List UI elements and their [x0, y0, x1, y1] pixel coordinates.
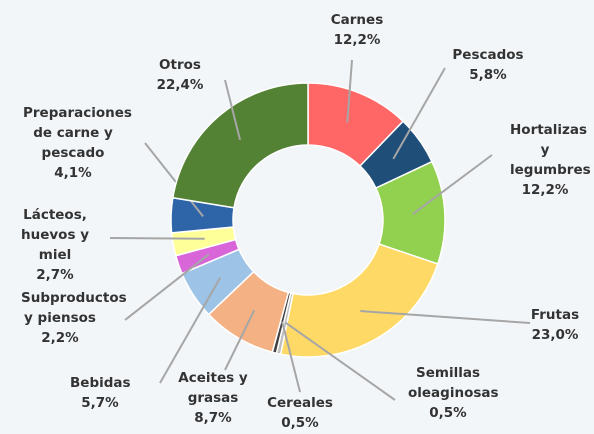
value-label: 2,7%: [36, 267, 74, 283]
value-label: 2,2%: [41, 330, 79, 346]
value-label: 0,5%: [281, 415, 319, 431]
category: Bebidas: [70, 375, 131, 391]
slice-label: Carnes 12,2%: [322, 10, 392, 50]
donut-slice: [171, 82, 309, 209]
leader-line: [224, 309, 256, 371]
slice-label: Lácteos, huevos y miel 2,7%: [16, 205, 94, 285]
category: Cereales: [267, 395, 333, 411]
leader-line: [124, 253, 210, 321]
category: Lácteos, huevos y miel: [21, 207, 89, 263]
value-label: 0,5%: [429, 405, 467, 421]
slice-label: Frutas 23,0%: [520, 305, 590, 345]
value-label: 5,8%: [469, 67, 507, 83]
category: Subproductos y piensos: [21, 290, 127, 326]
slice-label: Hortalizas y legumbres 12,2%: [510, 120, 591, 200]
slice-label: Bebidas 5,7%: [70, 373, 131, 413]
leader-line: [144, 142, 204, 217]
leader-line: [159, 277, 222, 384]
slice-label: Aceites y grasas 8,7%: [169, 368, 257, 428]
slice-label: Cereales 0,5%: [265, 393, 335, 433]
category: Otros: [159, 57, 201, 73]
leader-line: [281, 321, 301, 393]
category: Frutas: [530, 307, 580, 323]
leader-line: [412, 154, 493, 215]
leader-line: [284, 321, 396, 401]
value-label: 8,7%: [194, 410, 232, 426]
leader-line: [360, 310, 531, 324]
donut-slice: [279, 243, 439, 358]
leader-line: [109, 237, 205, 240]
slice-label: Semillas oleaginosas 0,5%: [408, 363, 499, 423]
slice-label: Otros 22,4%: [145, 55, 215, 95]
value-label: 22,4%: [156, 77, 204, 93]
value-label: 23,0%: [531, 327, 579, 343]
value-label: 12,2%: [521, 182, 569, 198]
slice-label: Preparaciones de carne y pescado 4,1%: [23, 103, 132, 183]
slice-label: Subproductos y piensos 2,2%: [21, 288, 127, 348]
leader-line: [224, 79, 242, 141]
value-label: 12,2%: [333, 32, 381, 48]
category: Hortalizas y legumbres: [510, 122, 591, 178]
leader-line: [392, 67, 446, 160]
leader-line: [346, 59, 353, 123]
category: Carnes: [330, 12, 384, 28]
value-label: 4,1%: [54, 165, 92, 181]
category: Aceites y grasas: [178, 370, 248, 406]
category: Semillas oleaginosas: [408, 365, 499, 401]
category: Pescados: [452, 47, 524, 63]
value-label: 5,7%: [81, 395, 119, 411]
slice-label: Pescados 5,8%: [443, 45, 533, 85]
category: Preparaciones de carne y pescado: [23, 105, 132, 161]
